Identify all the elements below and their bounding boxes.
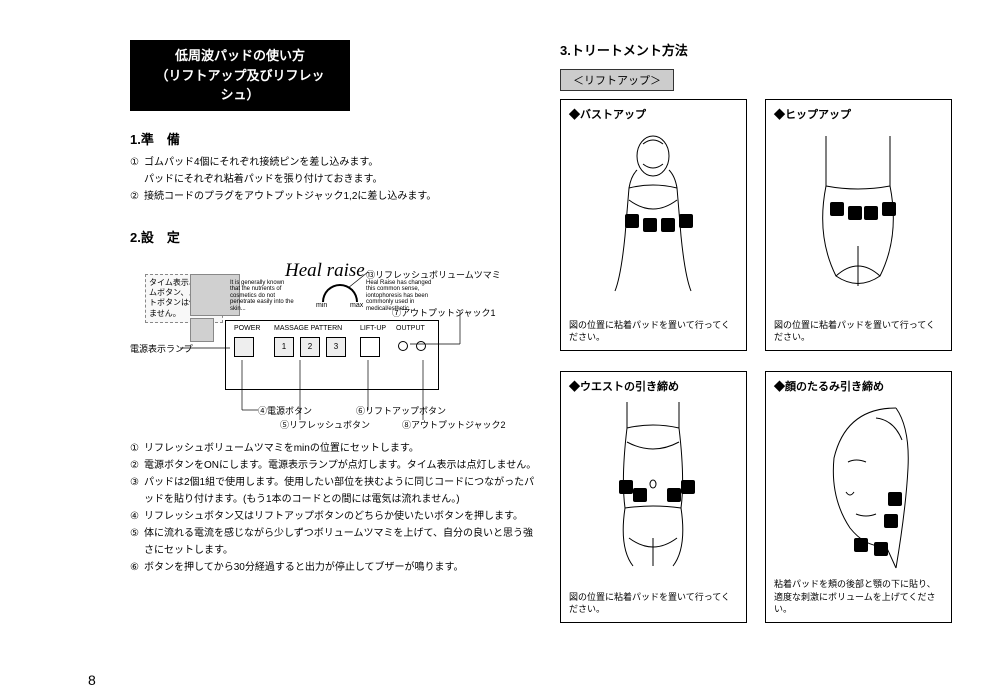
list-item: ②電源ボタンをONにします。電源表示ランプが点灯します。タイム表示は点灯しません…: [130, 457, 540, 474]
list-item: ②接続コードのプラグをアウトプットジャック1,2に差し込みます。: [130, 188, 540, 205]
cell-caption: 図の位置に粘着パッドを置いて行ってください。: [774, 319, 943, 344]
callout-8: ⑧アウトプットジャック2: [402, 418, 506, 431]
pad-icon: [848, 206, 862, 220]
sec1-list: ①ゴムパッド4個にそれぞれ接続ピンを差し込みます。 パッドにそれぞれ粘着パッドを…: [130, 154, 540, 205]
pad-icon: [619, 480, 633, 494]
pad-icon: [681, 480, 695, 494]
page-number: 8: [88, 672, 96, 688]
list-item: ⑥ボタンを押してから30分経過すると出力が停止してブザーが鳴ります。: [130, 559, 540, 576]
illustration-hip: [776, 126, 941, 296]
treatment-grid: ◆バストアップ 図の位置に粘着パッドを置いて行ってください。: [560, 99, 960, 623]
pad-icon: [667, 488, 681, 502]
header-line1: 低周波パッドの使い方: [150, 46, 330, 66]
cell-waist: ◆ウエストの引き締め 図の位置に粘着パッドを置いて行ってください。: [560, 371, 747, 623]
waist-figure-icon: [571, 398, 736, 568]
pad-icon: [679, 214, 693, 228]
list-item: ③パッドは2個1組で使用します。使用したい部位を挟むように同じコードにつながった…: [130, 474, 540, 508]
section-header-box: 低周波パッドの使い方 （リフトアップ及びリフレッシュ）: [130, 40, 350, 111]
callout-5: ⑤リフレッシュボタン: [280, 418, 370, 431]
pad-icon: [830, 202, 844, 216]
right-column: 3.トリートメント方法 ＜リフトアップ＞ ◆バストアップ: [560, 40, 960, 623]
left-column: 低周波パッドの使い方 （リフトアップ及びリフレッシュ） 1.準 備 ①ゴムパッド…: [130, 40, 540, 576]
pad-icon: [643, 218, 657, 232]
pad-icon: [864, 206, 878, 220]
pad-icon: [884, 514, 898, 528]
list-item: ①ゴムパッド4個にそれぞれ接続ピンを差し込みます。 パッドにそれぞれ粘着パッドを…: [130, 154, 540, 188]
sec2-list: ①リフレッシュボリュームツマミをminの位置にセットします。 ②電源ボタンをON…: [130, 440, 540, 576]
sec3-title: 3.トリートメント方法: [560, 40, 960, 59]
manual-page: 低周波パッドの使い方 （リフトアップ及びリフレッシュ） 1.準 備 ①ゴムパッド…: [0, 0, 997, 700]
pad-icon: [874, 542, 888, 556]
cell-title: ◆顔のたるみ引き締め: [766, 372, 951, 396]
cell-caption: 図の位置に粘着パッドを置いて行ってください。: [569, 319, 738, 344]
sec1-title: 1.準 備: [130, 129, 540, 148]
pad-icon: [888, 492, 902, 506]
illustration-waist: [571, 398, 736, 568]
cell-hip-up: ◆ヒップアップ 図の位置に粘着パッドを置いて行ってください。: [765, 99, 952, 351]
illustration-bust: [571, 126, 736, 296]
list-item: ⑤体に流れる電流を感じながら少しずつボリュームツマミを上げて、自分の良いと思う強…: [130, 525, 540, 559]
pad-icon: [661, 218, 675, 232]
cell-title: ◆ヒップアップ: [766, 100, 951, 124]
list-item: ①リフレッシュボリュームツマミをminの位置にセットします。: [130, 440, 540, 457]
list-item: ④リフレッシュボタン又はリフトアップボタンのどちらか使いたいボタンを押します。: [130, 508, 540, 525]
bust-figure-icon: [571, 126, 736, 296]
liftup-tag: ＜リフトアップ＞: [560, 69, 674, 91]
cell-face: ◆顔のたるみ引き締め 粘着パッドを頬の後部と顎の下に貼り、適: [765, 371, 952, 623]
illustration-face: [776, 398, 941, 568]
sec2-title: 2.設 定: [130, 227, 540, 246]
pad-icon: [625, 214, 639, 228]
callout-4: ④電源ボタン: [258, 404, 312, 417]
cell-title: ◆バストアップ: [561, 100, 746, 124]
pad-icon: [633, 488, 647, 502]
callout-power-lamp: 電源表示ランプ: [130, 342, 193, 355]
header-line2: （リフトアップ及びリフレッシュ）: [150, 66, 330, 105]
cell-caption: 図の位置に粘着パッドを置いて行ってください。: [569, 591, 738, 616]
pad-icon: [882, 202, 896, 216]
cell-title: ◆ウエストの引き締め: [561, 372, 746, 396]
cell-caption: 粘着パッドを頬の後部と顎の下に貼り、適度な刺激にボリュームを上げてください。: [774, 578, 943, 616]
pad-icon: [854, 538, 868, 552]
callout-6: ⑥リフトアップボタン: [356, 404, 446, 417]
device-diagram: タイム表示、タイムボタン、スタートボタンは使用しません。 Heal raise …: [130, 260, 520, 430]
cell-bust-up: ◆バストアップ 図の位置に粘着パッドを置いて行ってください。: [560, 99, 747, 351]
